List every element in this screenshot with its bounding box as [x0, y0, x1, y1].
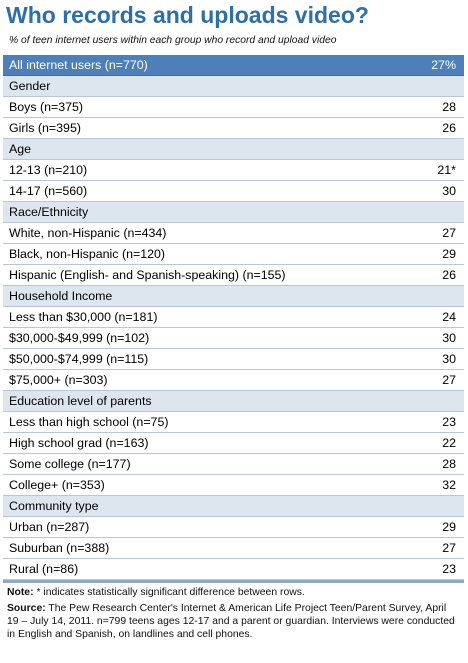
row-value: 27 [442, 226, 456, 240]
chart-subtitle: % of teen internet users within each gro… [9, 35, 337, 46]
note-text: * indicates statistically significant di… [33, 587, 305, 598]
row-value: 30 [442, 331, 456, 345]
group-header-label: Community type [9, 499, 99, 513]
note-label: Note: [7, 587, 34, 598]
row-label: College+ (n=353) [9, 478, 105, 492]
table-row: Rural (n=86) 23 [3, 559, 464, 580]
group-header-label: Education level of parents [9, 394, 152, 408]
row-label: Urban (n=287) [9, 520, 90, 534]
row-value: 26 [442, 121, 456, 135]
table-row: High school grad (n=163) 22 [3, 433, 464, 454]
row-value: 22 [442, 436, 456, 450]
row-value: 23 [442, 562, 456, 576]
row-label: Less than high school (n=75) [9, 415, 169, 429]
footnotes: Note: * indicates statistically signific… [7, 586, 459, 644]
row-value: 24 [442, 310, 456, 324]
row-value: 21* [437, 163, 456, 177]
row-value: 23 [442, 415, 456, 429]
table-row: Some college (n=177) 28 [3, 454, 464, 475]
table-row: Less than $30,000 (n=181) 24 [3, 307, 464, 328]
table-row: 12-13 (n=210) 21* [3, 160, 464, 181]
group-header-label: Age [9, 142, 32, 156]
row-label: Black, non-Hispanic (n=120) [9, 247, 165, 261]
table-row: Black, non-Hispanic (n=120) 29 [3, 244, 464, 265]
total-row: All internet users (n=770) 27% [3, 55, 464, 76]
group-header-label: Gender [9, 79, 51, 93]
row-value: 29 [442, 247, 456, 261]
row-label: 12-13 (n=210) [9, 163, 88, 177]
row-value: 28 [442, 457, 456, 471]
row-label: $50,000-$74,999 (n=115) [9, 352, 149, 366]
group-header-row: Age [3, 139, 464, 160]
row-label: White, non-Hispanic (n=434) [9, 226, 167, 240]
row-label: Suburban (n=388) [9, 541, 110, 555]
row-label: Girls (n=395) [9, 121, 81, 135]
source-label: Source: [7, 603, 46, 614]
row-label: Hispanic (English- and Spanish-speaking)… [9, 268, 286, 282]
source-text: The Pew Research Center's Internet & Ame… [7, 603, 455, 640]
row-label: Rural (n=86) [9, 562, 79, 576]
table-row: Hispanic (English- and Spanish-speaking)… [3, 265, 464, 286]
table-row: Girls (n=395) 26 [3, 118, 464, 139]
row-label: High school grad (n=163) [9, 436, 149, 450]
group-header-row: Education level of parents [3, 391, 464, 412]
row-value: 30 [442, 184, 456, 198]
table-row: $75,000+ (n=303) 27 [3, 370, 464, 391]
table-row: Urban (n=287) 29 [3, 517, 464, 538]
row-value: 30 [442, 352, 456, 366]
table-row: Less than high school (n=75) 23 [3, 412, 464, 433]
group-header-label: Race/Ethnicity [9, 205, 89, 219]
row-value: 27 [442, 373, 456, 387]
row-label: Less than $30,000 (n=181) [9, 310, 158, 324]
table-row: $30,000-$49,999 (n=102) 30 [3, 328, 464, 349]
table-row: 14-17 (n=560) 30 [3, 181, 464, 202]
row-label: $30,000-$49,999 (n=102) [9, 331, 150, 345]
group-header-row: Race/Ethnicity [3, 202, 464, 223]
source: Source: The Pew Research Center's Intern… [7, 602, 459, 641]
row-label: All internet users (n=770) [9, 58, 148, 72]
table-row: Boys (n=375) 28 [3, 97, 464, 118]
group-header-row: Household Income [3, 286, 464, 307]
row-label: $75,000+ (n=303) [9, 373, 108, 387]
row-value: 27 [442, 541, 456, 555]
data-table: All internet users (n=770) 27% Gender Boys … [3, 55, 464, 583]
row-label: Some college (n=177) [9, 457, 131, 471]
row-value: 29 [442, 520, 456, 534]
table-row: College+ (n=353) 32 [3, 475, 464, 496]
row-label: 14-17 (n=560) [9, 184, 88, 198]
group-header-label: Household Income [9, 289, 113, 303]
group-header-row: Community type [3, 496, 464, 517]
note: Note: * indicates statistically signific… [7, 586, 459, 599]
chart-title: Who records and uploads video? [6, 2, 369, 28]
table-row: Suburban (n=388) 27 [3, 538, 464, 559]
row-value: 26 [442, 268, 456, 282]
row-value: 28 [442, 100, 456, 114]
group-header-row: Gender [3, 76, 464, 97]
table-row: $50,000-$74,999 (n=115) 30 [3, 349, 464, 370]
row-value: 32 [442, 478, 456, 492]
table-row: White, non-Hispanic (n=434) 27 [3, 223, 464, 244]
row-value: 27% [431, 58, 456, 72]
row-label: Boys (n=375) [9, 100, 84, 114]
